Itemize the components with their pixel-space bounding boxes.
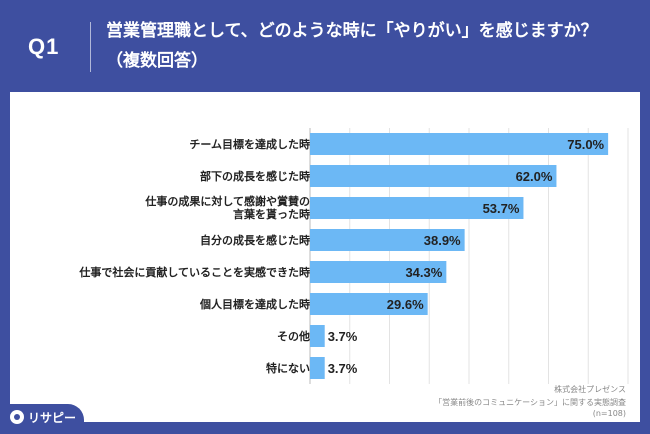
category-label-line: その他 [277,329,310,343]
category-label-line: 自分の成長を感じた時 [200,233,310,247]
header-divider [90,22,91,72]
bar [310,165,557,187]
bar [310,133,609,155]
category-label: その他 [277,330,310,343]
bar [310,357,325,379]
logo-mark-icon [10,410,24,424]
data-label: 29.6% [387,297,424,312]
category-label: 仕事で社会に貢献していることを実感できた時 [79,266,310,279]
data-label: 34.3% [405,265,442,280]
category-label-line: 仕事で社会に貢献していることを実感できた時 [79,265,310,279]
data-label: 53.7% [483,201,520,216]
category-label-line: 言葉を貰った時 [233,208,310,221]
bar [310,293,428,315]
header: Q1 営業管理職として、どのような時に「やりがい」を感じますか？（複数回答） [0,0,650,90]
data-label: 3.7% [328,361,358,376]
category-label-line: 特にない [266,361,310,375]
category-label: 自分の成長を感じた時 [200,234,310,247]
category-label: 個人目標を達成した時 [200,298,310,311]
category-label-line: 仕事の成果に対して感謝や賞賛の [145,195,310,208]
source-sample-size: (n=108) [592,409,626,418]
category-label: 特にない [266,362,310,375]
data-label: 38.9% [424,233,461,248]
bar-chart: 75.0% 62.0% 53.7% 38.9% 34.3% 29.6% 3.7% 3.7% [309,128,629,384]
source-survey: 「営業前後のコミュニケーション」に関する実態調査 [434,398,626,407]
bar [310,229,465,251]
chart-panel: 75.0% 62.0% 53.7% 38.9% 34.3% 29.6% 3.7% 3.7% チ… [10,92,640,422]
bar [310,325,325,347]
brand-logo: リサピー [4,404,84,430]
category-label: 仕事の成果に対して感謝や賞賛の 言葉を貰った時 [145,195,310,221]
bar [310,261,447,283]
bar [310,197,524,219]
category-label-line: 部下の成長を感じた時 [200,169,310,183]
data-label: 75.0% [567,137,604,152]
source-company: 株式会社プレゼンス [554,385,626,394]
question-number: Q1 [28,34,60,59]
logo-text: リサピー [28,410,77,425]
category-label: チーム目標を達成した時 [189,138,310,151]
data-label: 62.0% [516,169,553,184]
category-label-line: チーム目標を達成した時 [189,137,310,151]
question-title: 営業管理職として、どのような時に「やりがい」を感じますか？（複数回答） [106,21,598,71]
category-label: 部下の成長を感じた時 [200,170,310,183]
data-label: 3.7% [328,329,358,344]
category-label-line: 個人目標を達成した時 [200,297,310,311]
